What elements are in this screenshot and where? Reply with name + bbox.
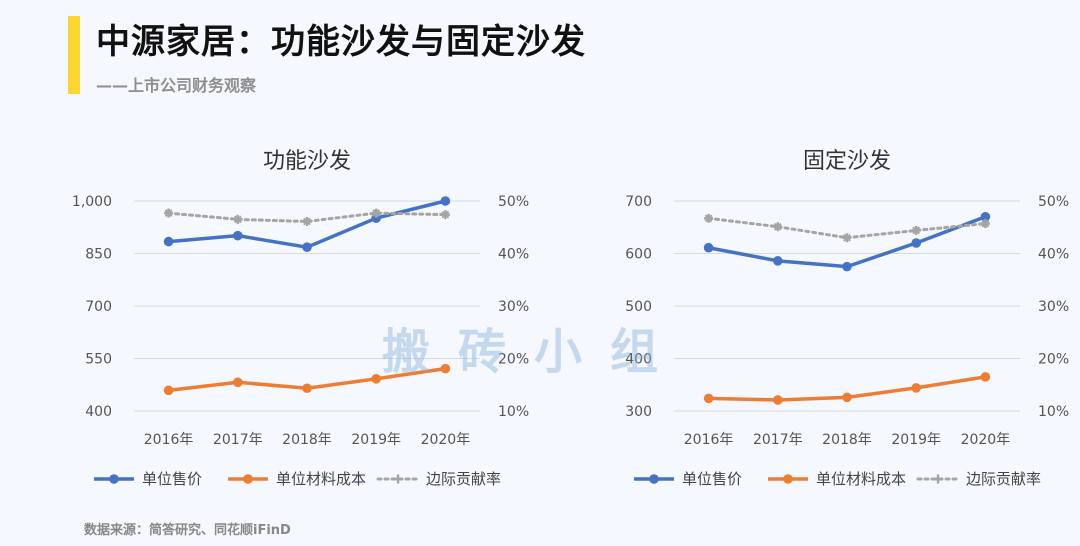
chart0-contribution-margin-point [371,208,381,218]
chart0-x-tick-label: 2018年 [282,432,332,448]
chart0-material-cost-point [163,385,174,396]
chart1-left-tick-label: 600 [625,247,652,263]
chart0-contribution-margin-point [302,216,312,226]
chart0-contribution-margin-marker-d2 [233,215,242,224]
chart0-right-tick-label: 50% [498,194,529,210]
chart1-right-tick-label: 20% [1038,352,1069,368]
chart1-price-point [911,238,921,248]
chart0-left-tick-label: 400 [85,404,112,420]
chart1-contribution-margin-marker-d2 [981,219,990,228]
data-source-note: 数据来源：简答研究、同花顺iFinD [84,523,291,538]
chart1-contribution-margin-marker-d2 [773,222,782,231]
chart1-legend-price: 单位售价 [634,470,742,488]
chart0-title: 功能沙发 [263,149,351,174]
chart0-left-tick-label: 700 [85,299,112,315]
chart1-material-cost-point [703,393,714,404]
chart1-price-point [703,242,714,253]
chart0-contribution-margin-marker-d2 [164,209,173,217]
chart0-right-tick-label: 40% [498,247,529,263]
chart0-contribution-margin-point [440,210,450,220]
chart0-price-point [440,196,451,206]
chart0-right-tick-label: 10% [498,404,529,420]
chart1-contribution-margin-point [704,213,714,223]
chart1-material-cost-point [911,383,921,393]
chart0-legend-contribution-margin: 边际贡献率 [376,470,501,488]
chart0-left-tick-label: 850 [85,247,112,263]
chart1-right-tick-label: 10% [1038,404,1069,420]
chart1-contribution-margin-point [980,219,990,229]
chart0-legend-label-material-cost: 单位材料成本 [276,470,366,488]
chart1-contribution-margin-marker-d2 [704,214,713,223]
chart1-material-cost-point [980,372,991,382]
chart0-contribution-margin-marker-d2 [441,210,450,219]
chart0-material-cost-point [440,363,451,374]
accent-bar [68,16,80,94]
chart0-x-tick-label: 2020年 [421,432,471,448]
chart0-price-point [233,230,243,241]
chart-functional-sofa-svg: 功能沙发 400 550 700 850 1,000 10% 20% 30% 40% 50% 2016… [72,149,529,488]
chart0-material-cost-point [302,383,312,394]
page-title: 中源家居：功能沙发与固定沙发 [96,22,586,62]
chart0-contribution-margin-point [164,208,174,218]
chart0-price-point [302,242,312,252]
chart1-x-tick-label: 2017年 [753,432,803,448]
chart1-left-tick-label: 700 [625,194,652,210]
chart0-right-tick-label: 30% [498,299,529,315]
chart1-x-tick-label: 2018年 [822,432,872,448]
chart0-legend-price: 单位售价 [94,470,202,488]
chart0-contribution-margin-marker-d2 [303,217,311,226]
chart1-right-tick-label: 50% [1038,194,1069,210]
chart-fixed-sofa-svg: 固定沙发 300 400 500 600 700 10% 20% 30% 40% 50% 2016年 2… [625,149,1069,488]
chart1-legend-marker [783,474,793,484]
chart1-material-cost-point [773,395,783,405]
chart1-legend-material-cost: 单位材料成本 [768,470,906,488]
chart1-title: 固定沙发 [803,149,891,174]
chart0-left-tick-label: 1,000 [72,194,112,210]
chart0-x-tick-label: 2019年 [351,432,401,448]
chart1-x-tick-label: 2019年 [891,432,941,448]
chart-functional-sofa: 功能沙发 400 550 700 850 1,000 10% 20% 30% 40% 50% 2016… [0,130,540,510]
chart1-left-tick-label: 500 [625,299,652,315]
watermark: 搬砖小组 [382,324,687,380]
chart0-contribution-margin-point [233,214,243,224]
chart1-legend-contribution-margin: 边际贡献率 [916,470,1041,488]
chart0-price-point [163,236,174,247]
chart0-legend-marker [109,474,119,484]
chart1-contribution-margin-point [842,233,852,243]
chart1-material-cost-point [842,392,852,403]
chart0-material-cost-point [233,377,243,388]
chart1-legend-label-contribution-margin: 边际贡献率 [966,470,1041,488]
chart1-right-tick-label: 40% [1038,247,1069,263]
chart1-legend-marker [649,474,659,484]
chart1-price-point [842,261,852,272]
chart0-contribution-margin-marker-d2 [372,209,381,217]
chart0-left-tick-label: 550 [85,352,112,368]
chart0-legend-material-cost: 单位材料成本 [228,470,366,488]
chart0-x-tick-label: 2017年 [213,432,263,448]
chart1-price-point [980,211,991,222]
chart1-price-point [773,256,783,266]
chart1-x-tick-label: 2020年 [961,432,1011,448]
chart0-legend-label-contribution-margin: 边际贡献率 [426,470,501,488]
chart1-right-tick-label: 30% [1038,299,1069,315]
chart1-x-tick-label: 2016年 [684,432,734,448]
chart1-left-tick-label: 300 [625,404,652,420]
chart1-contribution-margin-point [911,225,921,235]
chart1-left-tick-label: 400 [625,352,652,368]
chart1-legend-label-price: 单位售价 [682,470,742,488]
chart0-x-tick-label: 2016年 [144,432,194,448]
chart0-legend-label-price: 单位售价 [142,470,202,488]
chart1-contribution-margin-marker-d2 [843,233,851,242]
chart0-material-cost-point [371,374,382,384]
chart1-contribution-margin-marker-d2 [912,226,921,235]
chart0-right-tick-label: 20% [498,352,529,368]
chart1-contribution-margin-point [773,222,783,232]
page-subtitle: ——上市公司财务观察 [96,76,257,95]
chart-fixed-sofa: 固定沙发 300 400 500 600 700 10% 20% 30% 40% 50% 2016年 2… [540,130,1080,510]
chart0-legend-marker [243,474,253,484]
chart1-legend-label-material-cost: 单位材料成本 [816,470,906,488]
